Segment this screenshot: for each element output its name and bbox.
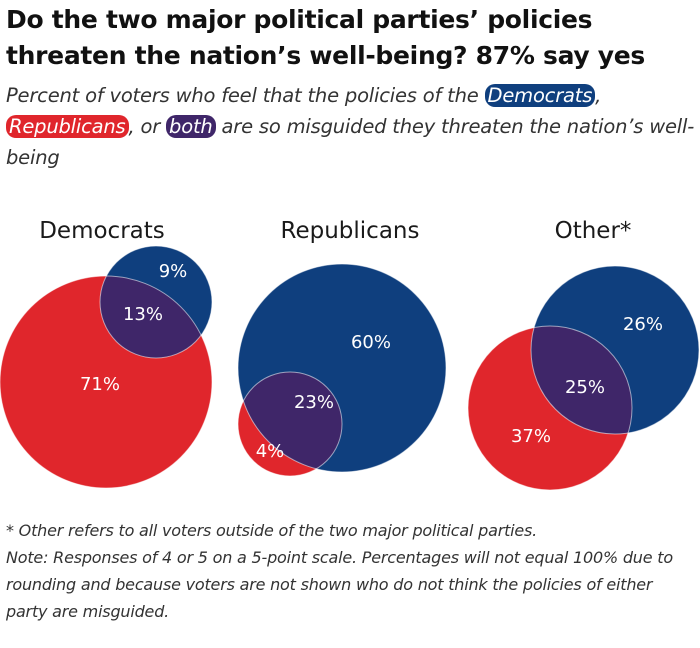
venn-title: Other* — [555, 218, 632, 244]
venn-title: Republicans — [281, 218, 420, 244]
footnote-other: * Other refers to all voters outside of … — [6, 521, 538, 540]
republicans-only-label: 37% — [511, 426, 551, 447]
subtitle-text-3: are so misguided they threaten the natio… — [6, 115, 695, 169]
both-label: 23% — [294, 392, 334, 413]
democrats-outline — [530, 265, 700, 435]
venn-diagrams: Democrats 9% 13% 71% Republicans 60% 23% 4% Othe… — [0, 218, 700, 490]
chart-subtitle: Percent of voters who feel that the poli… — [6, 80, 696, 173]
footnote: * Other refers to all voters outside of … — [6, 517, 696, 625]
democrats-outline — [237, 263, 447, 473]
both-overlap — [100, 276, 212, 358]
venn-0: Democrats 9% 13% 71% — [0, 218, 213, 489]
venn-title: Democrats — [39, 218, 165, 244]
republicans-highlight: Republicans — [6, 115, 129, 138]
venn-1: Republicans 60% 23% 4% — [237, 218, 447, 477]
democrats-only-label: 60% — [351, 332, 391, 353]
democrats-outline — [99, 245, 213, 359]
republicans-outline — [467, 325, 633, 490]
venn-2: Other* 26% 25% 37% — [467, 218, 700, 490]
title-line-1: Do the two major political parties’ poli… — [6, 5, 593, 34]
both-highlight: both — [166, 115, 216, 138]
democrats-only-label: 26% — [623, 314, 663, 335]
republicans-only-label: 71% — [80, 374, 120, 395]
title-line-2: threaten the nation’s well-being? 87% sa… — [6, 41, 646, 70]
subtitle-text-2: , or — [128, 115, 167, 138]
democrats-only-label: 9% — [159, 261, 188, 282]
republicans-outline — [237, 371, 343, 477]
both-label: 25% — [565, 377, 605, 398]
republicans-only-label: 4% — [256, 441, 285, 462]
footnote-note: Note: Responses of 4 or 5 on a 5-point s… — [6, 548, 673, 621]
subtitle-comma: , — [595, 84, 602, 107]
both-label: 13% — [123, 304, 163, 325]
democrats-highlight: Democrats — [484, 84, 596, 107]
chart-title: Do the two major political parties’ poli… — [6, 2, 696, 74]
subtitle-text-1: Percent of voters who feel that the poli… — [6, 84, 485, 107]
